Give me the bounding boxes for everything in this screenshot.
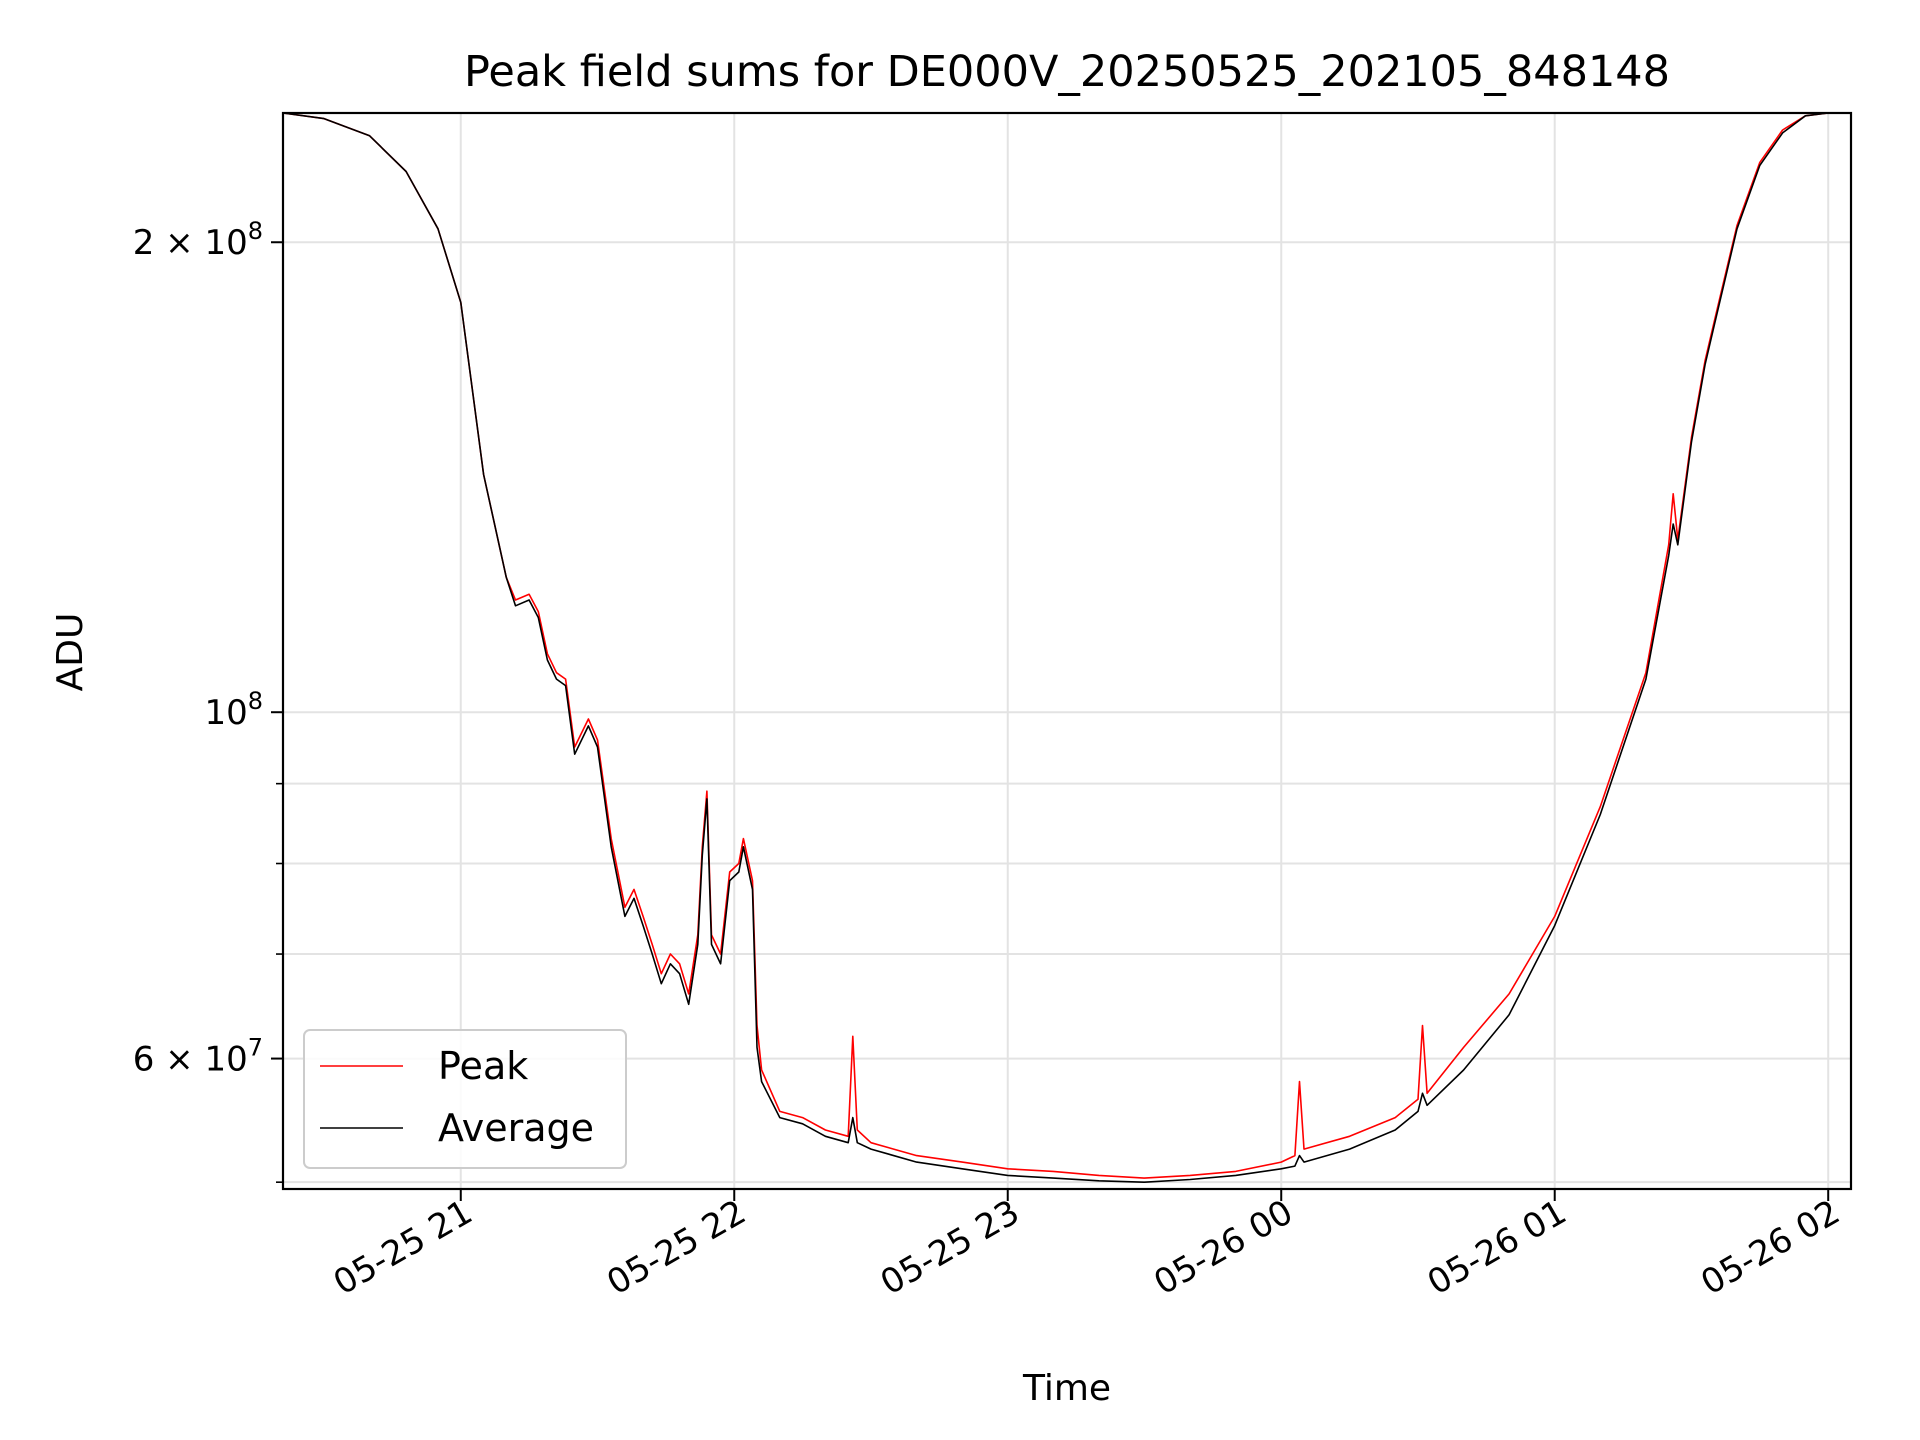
y-tick-exponent: 7 <box>248 1034 263 1062</box>
series-line-average <box>282 112 1829 1183</box>
x-axis-label: Time <box>1022 1368 1111 1409</box>
y-tick-label: 108 <box>204 687 263 733</box>
y-tick-base: 10 <box>204 693 247 733</box>
series-line-peak <box>282 112 1829 1179</box>
y-tick-base: 6 × 10 <box>133 1040 248 1080</box>
y-axis-label: ADU <box>50 613 91 692</box>
legend-box <box>303 1029 627 1169</box>
legend-label-peak: Peak <box>438 1044 528 1088</box>
plot-frame <box>281 111 1853 1191</box>
y-tick-base: 2 × 10 <box>133 223 248 263</box>
y-tick-exponent: 8 <box>248 687 263 715</box>
legend-label-average: Average <box>438 1106 594 1150</box>
y-tick-exponent: 8 <box>248 217 263 245</box>
y-tick-label: 6 × 107 <box>133 1034 263 1080</box>
chart-title: Peak field sums for DE000V_20250525_2021… <box>464 47 1670 97</box>
y-tick-label: 2 × 108 <box>133 217 263 263</box>
series-layer <box>282 112 1829 1183</box>
grid-layer <box>283 113 1851 1189</box>
legend: Peak Average <box>303 1029 627 1169</box>
